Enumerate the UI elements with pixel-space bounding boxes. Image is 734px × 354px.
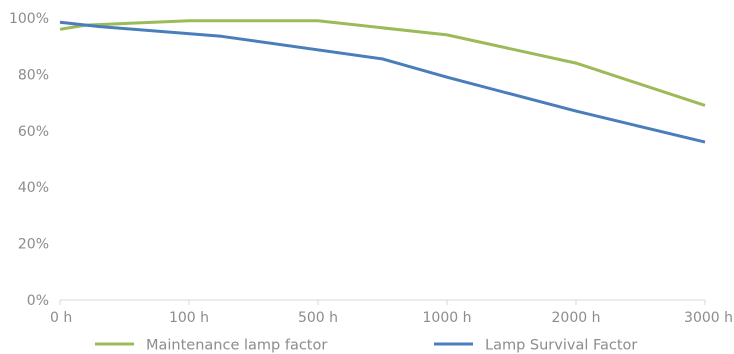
series-lines (59, 19, 706, 144)
x-tick-label: 3000 h (684, 310, 733, 326)
y-tick-label: 100% (9, 11, 49, 27)
series-line-0 (59, 19, 706, 107)
x-tick-label: 100 h (169, 310, 209, 326)
y-tick-label: 60% (18, 124, 49, 140)
x-tick-label: 0 h (50, 310, 72, 326)
x-axis-ticks: 0 h 100 h 500 h 1000 h 2000 h 3000 h (50, 300, 733, 326)
legend-label-1: Lamp Survival Factor (485, 338, 637, 354)
x-tick-label: 1000 h (423, 310, 472, 326)
y-axis-ticks: 0% 20% 40% 60% 80% 100% (9, 11, 49, 309)
legend: Maintenance lamp factor Lamp Survival Fac… (95, 338, 637, 354)
y-tick-label: 80% (18, 67, 49, 83)
series-line-1 (59, 20, 706, 144)
y-tick-label: 0% (27, 293, 49, 309)
y-tick-label: 40% (18, 180, 49, 196)
x-tick-label: 2000 h (552, 310, 601, 326)
legend-label-0: Maintenance lamp factor (146, 338, 327, 354)
y-tick-label: 20% (18, 237, 49, 253)
x-tick-label: 500 h (298, 310, 338, 326)
